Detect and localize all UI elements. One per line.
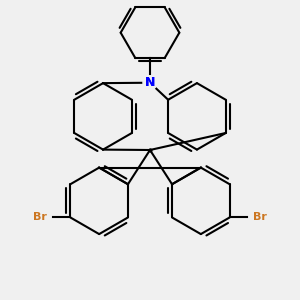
Text: N: N (145, 76, 155, 89)
Text: Br: Br (253, 212, 267, 223)
Circle shape (143, 76, 157, 90)
Text: Br: Br (33, 212, 47, 223)
Text: N: N (145, 76, 155, 89)
